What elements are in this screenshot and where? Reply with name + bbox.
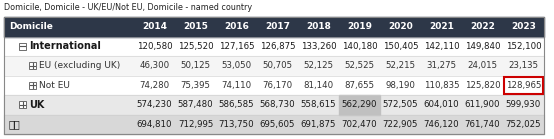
Text: 568,730: 568,730 (260, 100, 295, 109)
Text: UK: UK (29, 100, 44, 110)
Text: 50,705: 50,705 (263, 61, 293, 70)
Text: 125,820: 125,820 (465, 81, 500, 90)
Bar (29, 62, 36, 69)
Text: 76,170: 76,170 (263, 81, 293, 90)
Bar (4, 115, 544, 134)
Text: 604,010: 604,010 (424, 100, 459, 109)
Text: 总计: 总计 (9, 119, 20, 129)
Text: 562,290: 562,290 (342, 100, 377, 109)
Text: 142,110: 142,110 (424, 42, 459, 51)
Bar (4, 37, 544, 56)
Bar (19, 101, 26, 108)
Text: 150,405: 150,405 (383, 42, 418, 51)
Bar (4, 17, 544, 134)
Bar (29, 82, 36, 89)
Text: 2022: 2022 (470, 22, 495, 31)
Text: 23,135: 23,135 (509, 61, 538, 70)
Bar (504, 76, 543, 94)
Text: 24,015: 24,015 (468, 61, 497, 70)
Text: 712,995: 712,995 (178, 120, 213, 129)
Text: 133,260: 133,260 (301, 42, 336, 51)
Text: 2015: 2015 (183, 22, 208, 31)
Text: EU (excluding UK): EU (excluding UK) (39, 61, 120, 70)
Text: 752,025: 752,025 (506, 120, 541, 129)
Text: 587,480: 587,480 (178, 100, 213, 109)
Text: 74,110: 74,110 (222, 81, 252, 90)
Text: 140,180: 140,180 (342, 42, 377, 51)
Text: 120,580: 120,580 (137, 42, 172, 51)
Text: 2020: 2020 (388, 22, 413, 31)
Text: 695,605: 695,605 (260, 120, 295, 129)
Text: 53,050: 53,050 (222, 61, 252, 70)
Text: 2019: 2019 (347, 22, 372, 31)
Text: 74,280: 74,280 (140, 81, 170, 90)
Text: 611,900: 611,900 (465, 100, 500, 109)
Text: 572,505: 572,505 (383, 100, 418, 109)
Text: 152,100: 152,100 (506, 42, 541, 51)
Text: 702,470: 702,470 (342, 120, 377, 129)
Bar (4, 56, 544, 75)
Text: 52,125: 52,125 (304, 61, 334, 70)
Text: 110,835: 110,835 (424, 81, 459, 90)
Text: Domicile: Domicile (9, 22, 53, 31)
Text: 691,875: 691,875 (301, 120, 336, 129)
Text: International: International (29, 41, 101, 51)
Text: 98,190: 98,190 (386, 81, 416, 90)
Text: Domicile, Domicile - UK/EU/Not EU, Domicile - named country: Domicile, Domicile - UK/EU/Not EU, Domic… (4, 3, 252, 12)
Text: 31,275: 31,275 (427, 61, 456, 70)
Text: 713,750: 713,750 (219, 120, 254, 129)
Text: 81,140: 81,140 (304, 81, 334, 90)
Text: 50,125: 50,125 (181, 61, 211, 70)
Text: 75,395: 75,395 (181, 81, 211, 90)
Text: 52,215: 52,215 (386, 61, 416, 70)
Text: 2021: 2021 (429, 22, 454, 31)
Text: 127,165: 127,165 (219, 42, 254, 51)
Bar (4, 75, 544, 95)
Text: Not EU: Not EU (39, 81, 70, 90)
Text: 126,875: 126,875 (260, 42, 295, 51)
Text: 52,525: 52,525 (345, 61, 375, 70)
Text: 128,965: 128,965 (506, 81, 541, 90)
Bar (19, 43, 26, 50)
Text: 574,230: 574,230 (137, 100, 172, 109)
Text: 149,840: 149,840 (465, 42, 500, 51)
Text: 46,300: 46,300 (140, 61, 170, 70)
Text: 87,655: 87,655 (345, 81, 375, 90)
Text: 586,585: 586,585 (219, 100, 254, 109)
Bar (4, 95, 544, 115)
Text: 761,740: 761,740 (465, 120, 500, 129)
Text: 722,905: 722,905 (383, 120, 418, 129)
Text: 2016: 2016 (224, 22, 249, 31)
Text: 2017: 2017 (265, 22, 290, 31)
Text: 2018: 2018 (306, 22, 331, 31)
Text: 2023: 2023 (511, 22, 536, 31)
Text: 2014: 2014 (142, 22, 167, 31)
Text: 125,520: 125,520 (178, 42, 213, 51)
Text: 599,930: 599,930 (506, 100, 541, 109)
Bar (4, 17, 544, 37)
Text: 694,810: 694,810 (137, 120, 172, 129)
Bar (339, 95, 380, 115)
Text: 746,120: 746,120 (424, 120, 459, 129)
Text: 558,615: 558,615 (301, 100, 336, 109)
